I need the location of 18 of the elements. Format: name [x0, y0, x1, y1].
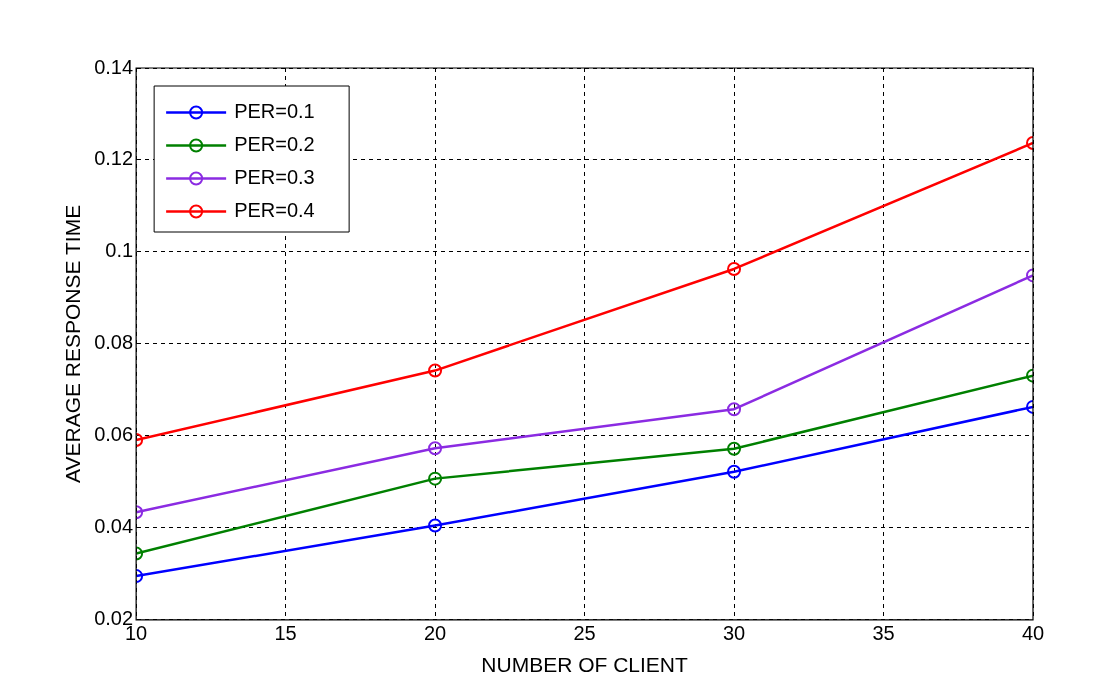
legend-label: PER=0.3 — [234, 166, 315, 189]
x-tick-label: 20 — [423, 622, 447, 645]
y-axis-title: AVERAGE RESPONSE TIME — [61, 204, 85, 483]
y-tick-label: 0.12 — [94, 147, 134, 170]
x-tick-label: 15 — [274, 622, 297, 645]
y-tick-label: 0.08 — [94, 331, 134, 354]
y-tick-label: 0.04 — [94, 515, 134, 538]
legend-label: PER=0.1 — [234, 100, 315, 123]
y-tick-label: 0.06 — [94, 423, 134, 446]
x-tick-label: 30 — [722, 622, 746, 645]
legend-label: PER=0.4 — [234, 199, 315, 222]
x-tick-label: 35 — [872, 622, 895, 645]
y-tick-label: 0.14 — [94, 55, 134, 78]
x-tick-label: 25 — [573, 622, 596, 645]
y-tick-label: 0.1 — [105, 239, 134, 262]
x-tick-label: 40 — [1021, 622, 1045, 645]
x-axis-title: NUMBER OF CLIENT — [481, 653, 688, 677]
legend-label: PER=0.2 — [234, 133, 315, 156]
